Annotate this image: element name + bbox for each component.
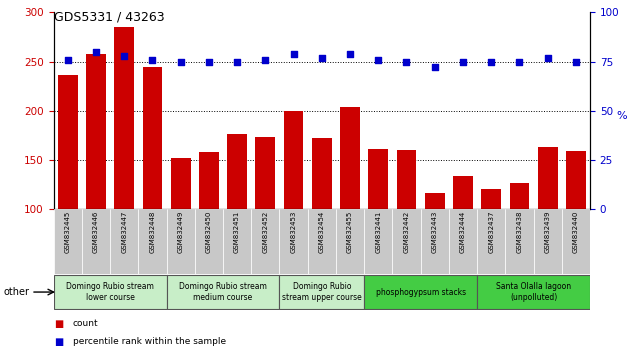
Bar [308, 209, 336, 274]
Point [345, 51, 355, 57]
Bar [284, 110, 304, 307]
Text: ■: ■ [54, 319, 63, 329]
Bar [312, 138, 332, 307]
Text: GSM832454: GSM832454 [319, 211, 325, 253]
Text: GSM832447: GSM832447 [121, 211, 127, 253]
Bar [538, 147, 558, 307]
Bar [58, 75, 78, 307]
Bar [481, 189, 501, 307]
Bar [425, 193, 445, 307]
Bar [171, 158, 191, 307]
Point [458, 59, 468, 64]
Bar [223, 209, 251, 274]
Bar [421, 209, 449, 274]
Text: GSM832440: GSM832440 [573, 211, 579, 253]
Text: GSM832438: GSM832438 [516, 211, 522, 253]
Bar [143, 67, 162, 307]
Bar [566, 151, 586, 307]
Text: GSM832455: GSM832455 [347, 211, 353, 253]
Bar [251, 209, 280, 274]
Text: GSM832448: GSM832448 [150, 211, 155, 253]
Bar [54, 275, 167, 309]
Bar [477, 275, 590, 309]
Text: phosphogypsum stacks: phosphogypsum stacks [375, 287, 466, 297]
Point [148, 57, 158, 62]
Text: GSM832442: GSM832442 [403, 211, 410, 253]
Point [288, 51, 298, 57]
Bar [280, 209, 308, 274]
Text: GSM832444: GSM832444 [460, 211, 466, 253]
Text: Domingo Rubio
stream upper course: Domingo Rubio stream upper course [282, 282, 362, 302]
Text: other: other [3, 287, 29, 297]
Point [317, 55, 327, 61]
Text: GDS5331 / 43263: GDS5331 / 43263 [54, 11, 164, 24]
Bar [364, 275, 477, 309]
Bar [336, 209, 364, 274]
Point [62, 57, 73, 62]
Text: GSM832451: GSM832451 [234, 211, 240, 253]
Bar [505, 209, 534, 274]
Text: ■: ■ [54, 337, 63, 347]
Point [261, 57, 271, 62]
Text: GSM832452: GSM832452 [262, 211, 268, 253]
Text: GSM832437: GSM832437 [488, 211, 494, 253]
Bar [199, 152, 219, 307]
Point [232, 59, 242, 64]
Bar [54, 209, 82, 274]
Text: GSM832449: GSM832449 [178, 211, 184, 253]
Bar [397, 150, 416, 307]
Bar [167, 209, 195, 274]
Bar [477, 209, 505, 274]
Bar [340, 107, 360, 307]
Bar [449, 209, 477, 274]
Point [430, 64, 440, 70]
Text: GSM832446: GSM832446 [93, 211, 99, 253]
Point [571, 59, 581, 64]
Bar [110, 209, 138, 274]
Text: count: count [73, 319, 98, 329]
Point [91, 49, 101, 55]
Point [175, 59, 186, 64]
Point [401, 59, 411, 64]
Text: GSM832443: GSM832443 [432, 211, 438, 253]
Text: Domingo Rubio stream
medium course: Domingo Rubio stream medium course [179, 282, 267, 302]
Text: percentile rank within the sample: percentile rank within the sample [73, 337, 226, 346]
Bar [369, 149, 388, 307]
Point [373, 57, 383, 62]
Text: GSM832453: GSM832453 [291, 211, 297, 253]
Point [204, 59, 214, 64]
Bar [82, 209, 110, 274]
Bar [167, 275, 280, 309]
Bar [114, 27, 134, 307]
Bar [195, 209, 223, 274]
Bar [562, 209, 590, 274]
Point [486, 59, 496, 64]
Bar [364, 209, 392, 274]
Point [514, 59, 524, 64]
Point [119, 53, 129, 58]
Bar [534, 209, 562, 274]
Y-axis label: %: % [616, 110, 627, 121]
Bar [256, 137, 275, 307]
Text: Domingo Rubio stream
lower course: Domingo Rubio stream lower course [66, 282, 154, 302]
Bar [86, 54, 106, 307]
Bar [227, 134, 247, 307]
Bar [138, 209, 167, 274]
Text: GSM832439: GSM832439 [545, 211, 551, 253]
Bar [280, 275, 364, 309]
Point [543, 55, 553, 61]
Bar [453, 176, 473, 307]
Bar [510, 183, 529, 307]
Text: Santa Olalla lagoon
(unpolluted): Santa Olalla lagoon (unpolluted) [496, 282, 571, 302]
Text: GSM832450: GSM832450 [206, 211, 212, 253]
Text: GSM832445: GSM832445 [65, 211, 71, 253]
Text: GSM832441: GSM832441 [375, 211, 381, 253]
Bar [392, 209, 421, 274]
